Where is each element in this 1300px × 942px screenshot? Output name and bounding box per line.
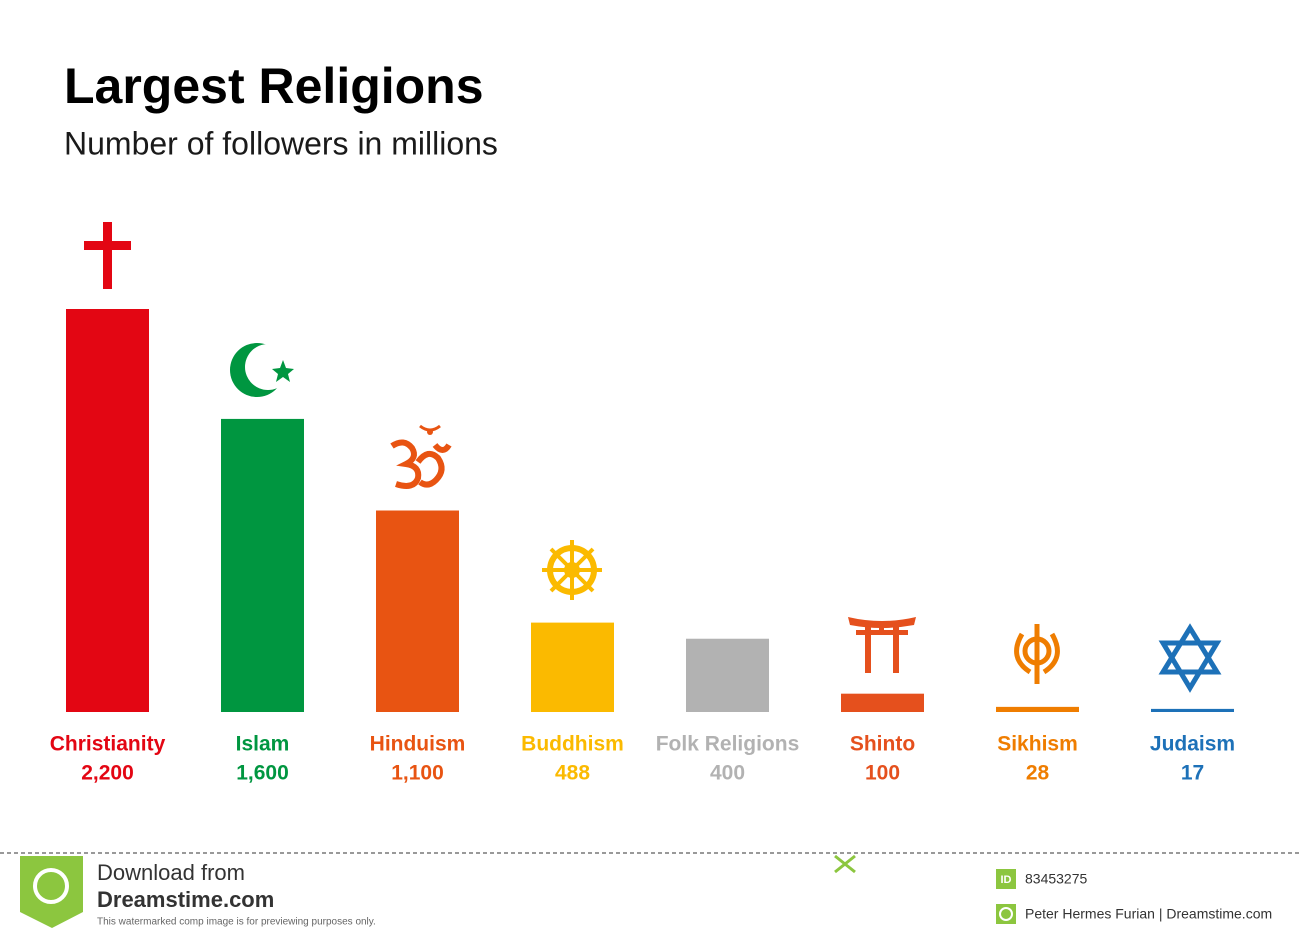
category-label: Folk Religions [656,733,800,756]
category-label: Sikhism [997,733,1078,756]
id-badge-text: ID [1001,874,1012,886]
notice-text: This watermarked comp image is for previ… [97,917,376,928]
category-label: Buddhism [521,733,624,756]
value-label: 28 [1026,762,1050,785]
bar [1151,708,1234,712]
cross-symbol [84,222,131,289]
value-label: 488 [555,762,590,785]
scissors [834,854,856,874]
credit-text: Peter Hermes Furian | Dreamstime.com [1025,906,1272,922]
bar [531,622,614,712]
id-badge [996,869,1016,889]
value-label: 17 [1181,762,1204,785]
chart-subtitle: Number of followers in millions [64,125,498,161]
bar [686,638,769,712]
chart-title: Largest Religions [64,58,484,114]
star-of-david-symbol [1158,623,1222,693]
bar [376,510,459,712]
category-label: Shinto [850,733,915,756]
bar [66,309,149,712]
torii-symbol [848,617,916,673]
bar [996,706,1079,712]
copyright-badge [996,904,1016,924]
bar [841,693,924,712]
category-label: Christianity [50,733,166,756]
download-text: Download from [97,860,245,885]
value-label: 1,600 [236,762,289,785]
value-label: 100 [865,762,900,785]
value-label: 1,100 [391,762,444,785]
logo [20,856,83,928]
copyright-icon [999,907,1013,921]
om-symbol [390,424,452,489]
logo-swirl [33,868,69,904]
site-text: Dreamstime.com [97,887,274,912]
category-label: Islam [236,733,290,756]
crescent-symbol [230,343,294,397]
value-label: 400 [710,762,745,785]
khanda-symbol [1014,624,1060,684]
category-label: Hinduism [370,733,466,756]
category-label: Judaism [1150,733,1235,756]
dharma-wheel-symbol [542,540,602,600]
value-label: 2,200 [81,762,134,785]
bar [221,418,304,712]
id-text: 83453275 [1025,871,1088,887]
